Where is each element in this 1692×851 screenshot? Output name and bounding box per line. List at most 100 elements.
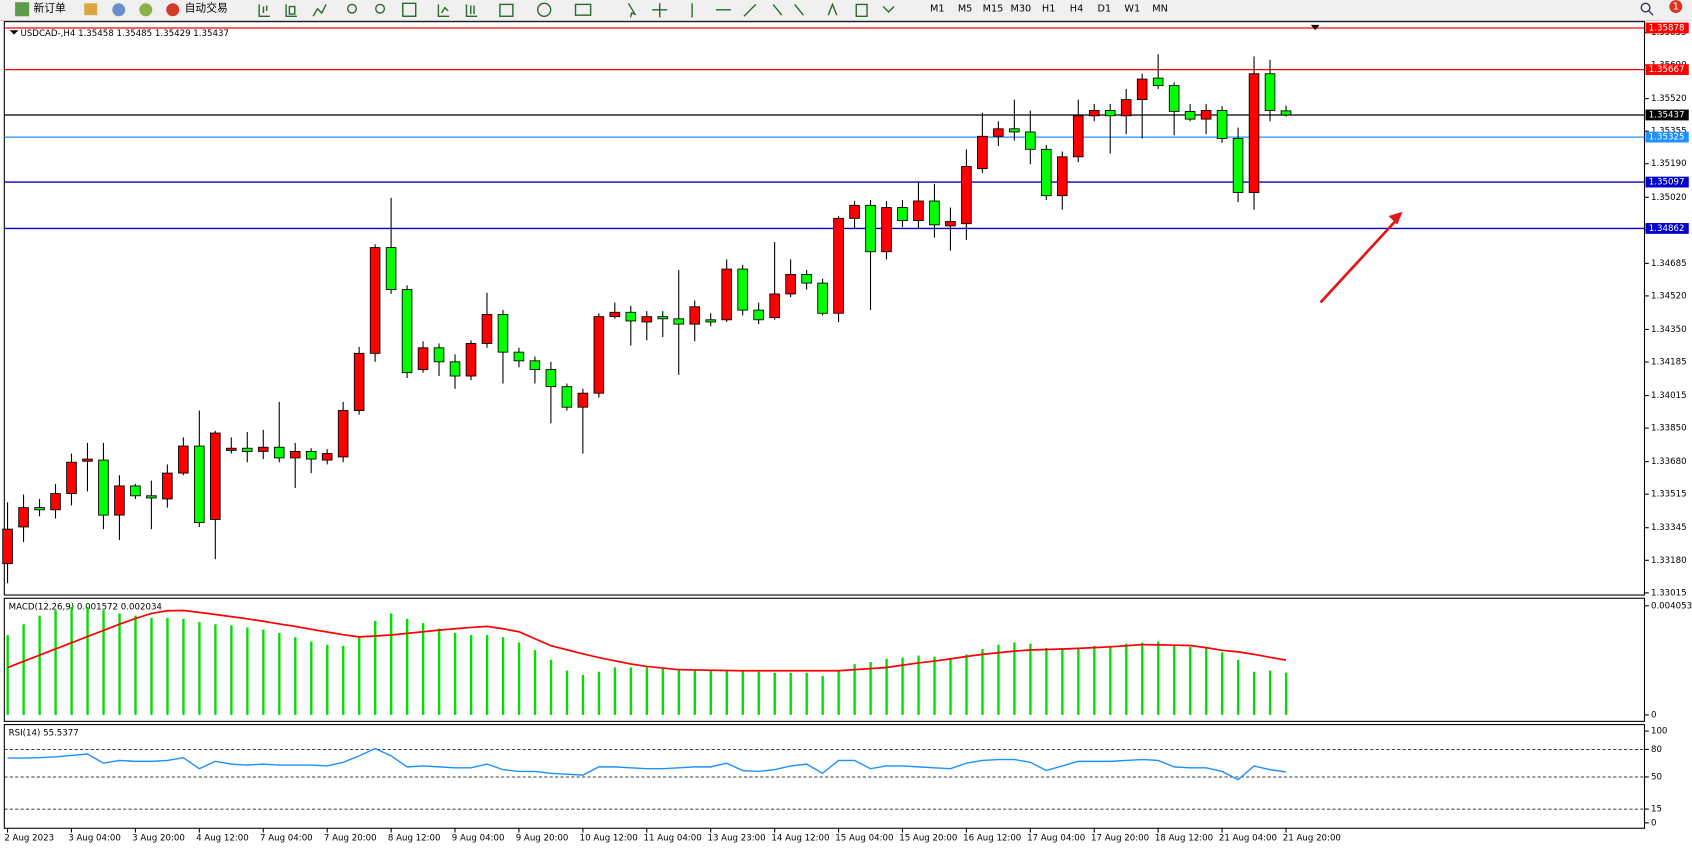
macd-bar [230,625,233,715]
candle-body [977,135,988,170]
macd-bar [294,637,297,715]
auto-trading-icon[interactable] [166,3,180,17]
tool-icons[interactable] [258,2,895,18]
candle-body [561,386,573,408]
timeframe-button[interactable]: M15 [983,4,1004,15]
candle-body [929,200,940,226]
macd-bar [310,641,313,715]
price-label-bg [1645,22,1689,34]
y-tick-label: 1.35190 [1651,159,1687,169]
macd-panel [3,597,1646,722]
candle-body [1009,128,1020,133]
macd-bar [837,670,840,715]
timeframe-button[interactable]: MN [1152,4,1168,15]
timeframe-button[interactable]: H1 [1042,4,1055,15]
price-label: 1.35437 [1649,110,1685,120]
macd-bar [533,650,537,715]
macd-bar [38,615,41,715]
candle-body [178,445,189,474]
price-label: 1.35325 [1649,133,1685,143]
candle-body [289,450,301,459]
candle-body [545,369,557,388]
y-tick-label: 100 [1651,727,1667,737]
notification-badge[interactable] [1669,0,1683,14]
new-order-button[interactable]: 新订单 [33,2,66,15]
timeframe-button[interactable]: W1 [1124,4,1140,15]
macd-bar [981,649,984,715]
x-tick-label: 18 Aug 12:00 [1155,833,1213,843]
new-order-icon[interactable] [15,2,30,17]
timeframe-button[interactable]: D1 [1098,4,1112,15]
macd-bar [757,671,760,715]
macd-bar [1013,642,1016,715]
timeframe-button[interactable]: M1 [930,4,945,15]
candle-body [897,207,908,221]
icon[interactable] [139,3,153,17]
timeframe-button[interactable]: H4 [1070,4,1083,15]
search-icon[interactable] [1648,10,1654,16]
annotation-arrowhead [1388,211,1403,225]
y-tick-label: 1.34015 [1651,391,1687,401]
candle-body [146,495,157,499]
candle-body [449,361,461,377]
x-tick-label: 16 Aug 12:00 [963,833,1021,843]
macd-bar [246,627,249,715]
candle-body [34,507,45,511]
macd-bar [54,610,57,715]
price-label: 1.35878 [1649,23,1685,33]
macd-bar [1045,647,1048,715]
price-label-bg [1645,223,1689,234]
candle-body [257,446,269,452]
macd-bar [453,632,457,715]
notification-count[interactable]: 1 [1673,2,1679,13]
candle-body [2,528,13,565]
candle-body [961,166,972,225]
search-icon[interactable] [1640,2,1651,13]
candle-body [337,410,349,458]
macd-bar [597,671,601,715]
shift-marker [1310,24,1320,31]
candle-body [1216,110,1228,139]
macd-bar [1029,643,1032,715]
y-tick-label: 1.35020 [1651,193,1687,203]
macd-bar [709,670,713,715]
symbol-icon [9,30,19,35]
candle-body [1152,77,1164,87]
candle-body [769,293,780,319]
price-label: 1.35667 [1649,65,1685,75]
macd-bar [853,664,856,715]
y-tick-label: 1.33345 [1651,523,1687,533]
macd-bar [1236,659,1240,715]
candle-body [273,446,285,459]
macd-bar [1189,646,1192,715]
y-tick-label: 80 [1651,745,1662,755]
candle-body [641,316,653,323]
candle-body [1041,148,1052,197]
macd-bar [805,672,808,715]
y-tick-label: 1.33850 [1651,424,1687,434]
icon[interactable] [84,3,98,16]
y-tick-label: 0 [1651,710,1656,720]
candle-body [625,311,637,322]
auto-trading-button[interactable]: 自动交易 [185,2,228,15]
candle-body [1136,78,1148,101]
macd-bar [549,659,553,715]
candle-body [50,493,61,511]
candle-body [321,453,333,461]
macd-bar [1173,644,1176,715]
candle-body [1248,73,1260,193]
candle-body [1072,115,1084,158]
timeframe-button[interactable]: M30 [1010,4,1031,15]
candle-body [401,289,413,374]
macd-bar [677,669,681,715]
x-tick-label: 13 Aug 23:00 [707,833,765,843]
macd-bar [645,667,649,715]
macd-bar [1109,645,1112,715]
icon[interactable] [112,3,126,17]
timeframe-button[interactable]: M5 [958,4,973,15]
macd-bar [581,674,585,715]
y-tick-label: 1.33015 [1651,588,1687,598]
x-tick-label: 8 Aug 12:00 [388,833,441,843]
candle-body [385,247,397,291]
